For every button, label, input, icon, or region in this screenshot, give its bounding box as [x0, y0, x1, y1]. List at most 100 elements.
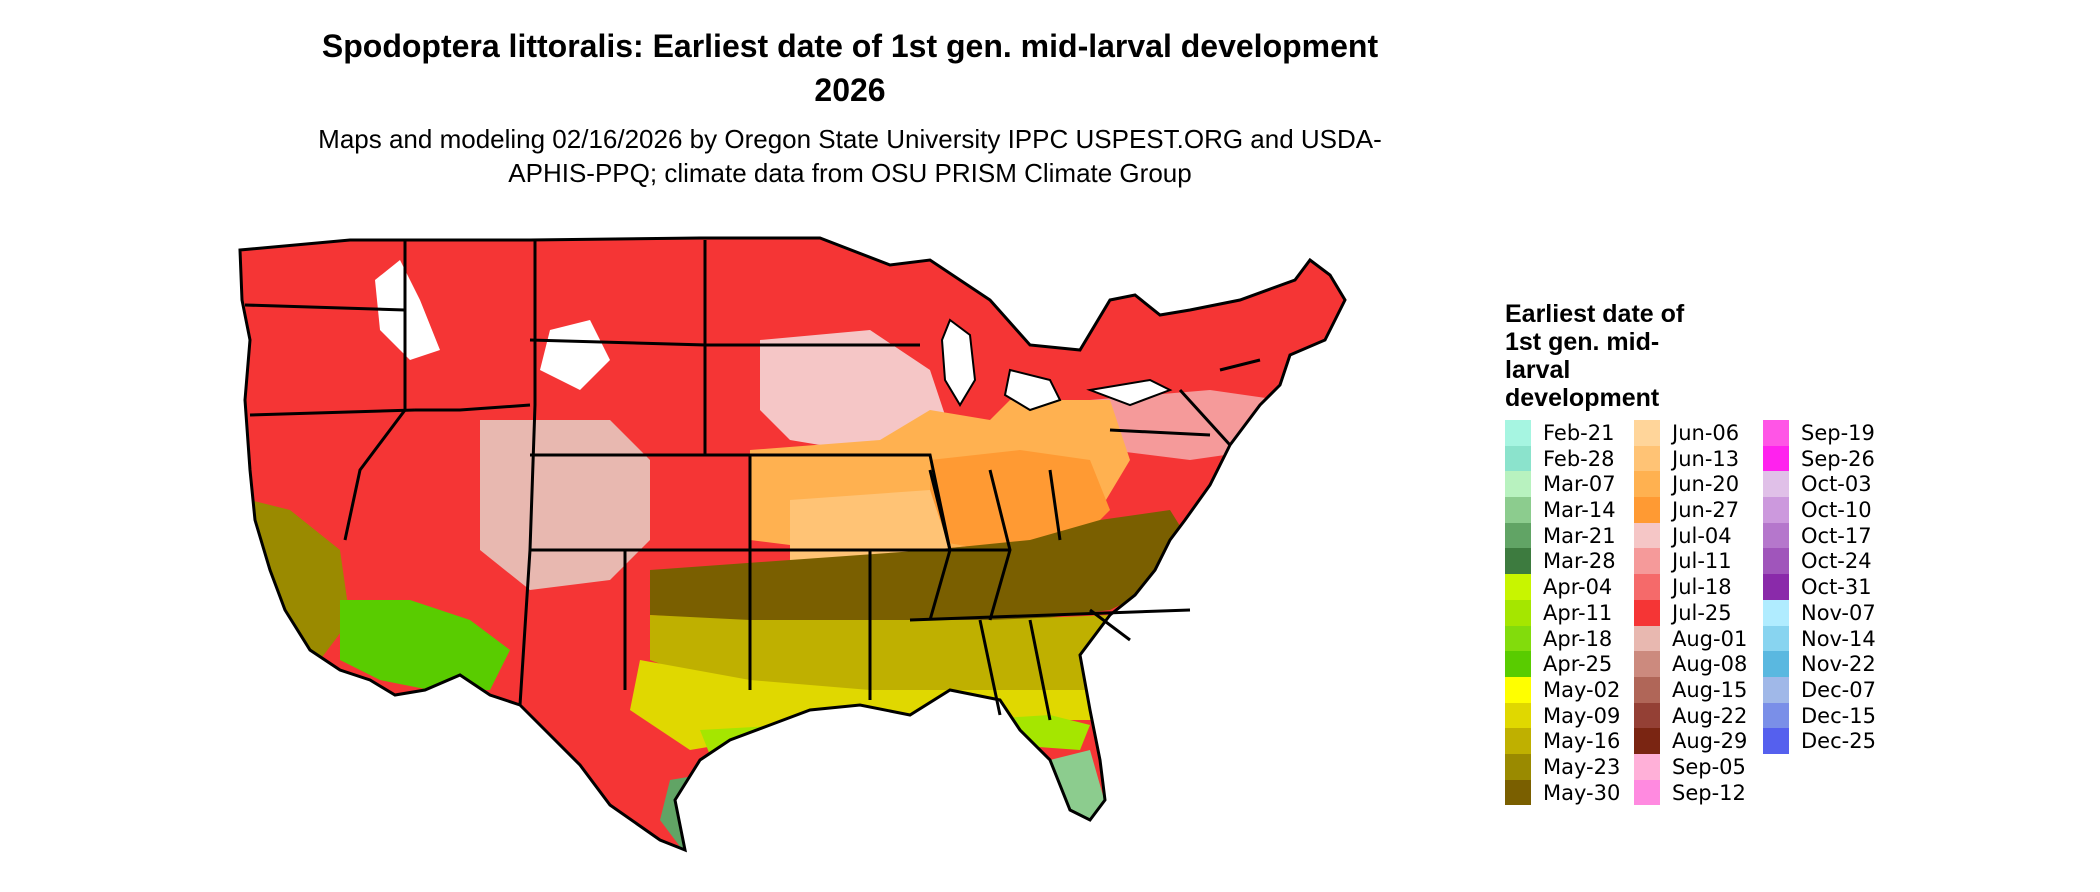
legend-label: Apr-18: [1543, 626, 1613, 651]
legend-swatch: [1634, 599, 1660, 626]
legend-swatch: [1634, 625, 1660, 652]
legend-label: Jul-25: [1672, 600, 1732, 625]
legend-label: Sep-26: [1801, 446, 1875, 471]
legend-label: Apr-04: [1543, 575, 1613, 600]
legend-label: Sep-19: [1801, 421, 1875, 445]
legend-swatch: [1763, 471, 1789, 498]
legend-swatch: [1634, 779, 1660, 806]
legend-swatch: [1505, 522, 1531, 549]
legend-swatch: [1505, 753, 1531, 780]
legend-label: Oct-10: [1801, 498, 1872, 523]
legend-label: Feb-21: [1543, 421, 1615, 445]
legend-swatch: [1634, 497, 1660, 523]
legend-label: Aug-29: [1672, 729, 1748, 754]
legend-label: May-30: [1543, 780, 1621, 805]
legend-swatch: [1763, 625, 1789, 652]
legend-label: Mar-21: [1543, 523, 1616, 548]
legend-label: May-23: [1543, 754, 1621, 779]
legend-label: Jun-27: [1672, 498, 1740, 523]
legend-swatch: [1505, 445, 1531, 472]
legend-label: Aug-15: [1672, 677, 1748, 702]
legend-swatch: [1634, 471, 1660, 498]
legend-swatch: [1634, 651, 1660, 677]
legend-swatch: [1763, 497, 1789, 523]
us-degree-day-map: [238, 236, 1347, 853]
legend-label: Mar-14: [1543, 498, 1616, 523]
legend-label: Feb-28: [1543, 446, 1615, 471]
legend-label: Apr-25: [1543, 652, 1613, 677]
legend-label: Nov-22: [1801, 652, 1876, 677]
legend-swatch: [1763, 548, 1789, 575]
legend-swatch: [1634, 420, 1660, 446]
legend-swatch: [1505, 420, 1531, 446]
legend-swatch: [1763, 702, 1789, 729]
southwest-desert-zone: [340, 600, 510, 690]
legend-label: Jun-20: [1672, 472, 1740, 497]
great-lakes: [940, 318, 1173, 412]
legend-label: Oct-17: [1801, 523, 1872, 548]
legend-label: Sep-05: [1672, 754, 1746, 779]
mountain-snow-zone: [375, 260, 440, 360]
legend-swatch: [1505, 574, 1531, 600]
legend-swatch: [1634, 728, 1660, 754]
legend-swatch: [1505, 471, 1531, 498]
legend-swatch: [1505, 779, 1531, 806]
kansas-missouri-zone: [790, 490, 950, 560]
legend-swatch: [1634, 548, 1660, 575]
legend-label: Mar-07: [1543, 472, 1616, 497]
legend-swatch: [1505, 599, 1531, 626]
legend-swatch: [1763, 445, 1789, 472]
legend-swatch: [1763, 522, 1789, 549]
northern-plains-zone: [760, 330, 950, 450]
legend-swatch: [1505, 497, 1531, 523]
legend-swatch: [1634, 702, 1660, 729]
state-borders: [238, 236, 1347, 853]
rocky-mountain-zone: [480, 420, 650, 590]
legend-label: Oct-24: [1801, 549, 1872, 574]
legend-swatch: [1505, 728, 1531, 754]
mountain-snow-zone: [540, 320, 610, 390]
legend-label: Dec-25: [1801, 729, 1876, 754]
legend-label: Oct-31: [1801, 575, 1872, 600]
legend-swatch: [1763, 676, 1789, 703]
legend-swatch: [1763, 420, 1789, 446]
legend-swatch: [1505, 651, 1531, 677]
legend-swatch: [1763, 599, 1789, 626]
legend-swatch: [1505, 625, 1531, 652]
legend-label: Dec-15: [1801, 703, 1876, 728]
legend-swatch: [1634, 445, 1660, 472]
legend-swatch: [1634, 753, 1660, 780]
legend-label: Aug-01: [1672, 626, 1748, 651]
map-title: Spodoptera littoralis: Earliest date of …: [321, 28, 1379, 108]
legend-label: Oct-03: [1801, 472, 1872, 497]
legend-label: Mar-28: [1543, 549, 1616, 574]
california-central-zone: [250, 500, 350, 660]
legend-swatch: [1505, 676, 1531, 703]
legend-swatch: [1763, 728, 1789, 754]
legend-label: May-16: [1543, 729, 1621, 754]
legend-label: Jun-06: [1672, 421, 1740, 445]
legend-swatch: [1634, 574, 1660, 600]
midwest-zone: [930, 450, 1110, 550]
legend-label: Aug-22: [1672, 703, 1748, 728]
legend-swatch: [1634, 676, 1660, 703]
legend-label: Aug-08: [1672, 652, 1748, 677]
legend-label: Jul-18: [1672, 575, 1732, 600]
legend-label: Dec-07: [1801, 677, 1876, 702]
map-subtitle: Maps and modeling 02/16/2026 by Oregon S…: [318, 124, 1382, 188]
legend-label: Nov-07: [1801, 600, 1876, 625]
legend-label: May-02: [1543, 677, 1621, 702]
legend-swatch: [1505, 702, 1531, 729]
legend-swatch: [1763, 574, 1789, 600]
legend-title: Earliest date of 1st gen. mid-larval dev…: [1505, 300, 1685, 412]
legend-swatch: [1763, 651, 1789, 677]
legend-label: Jul-11: [1672, 549, 1732, 574]
legend-swatch: [1505, 548, 1531, 575]
legend-label: Jun-13: [1672, 446, 1740, 471]
legend-swatch: [1634, 522, 1660, 549]
legend-label: Jul-04: [1672, 523, 1732, 548]
legend-label: Nov-14: [1801, 626, 1876, 651]
legend-label: Sep-12: [1672, 780, 1746, 805]
legend-label: Apr-11: [1543, 600, 1613, 625]
legend-label: May-09: [1543, 703, 1621, 728]
